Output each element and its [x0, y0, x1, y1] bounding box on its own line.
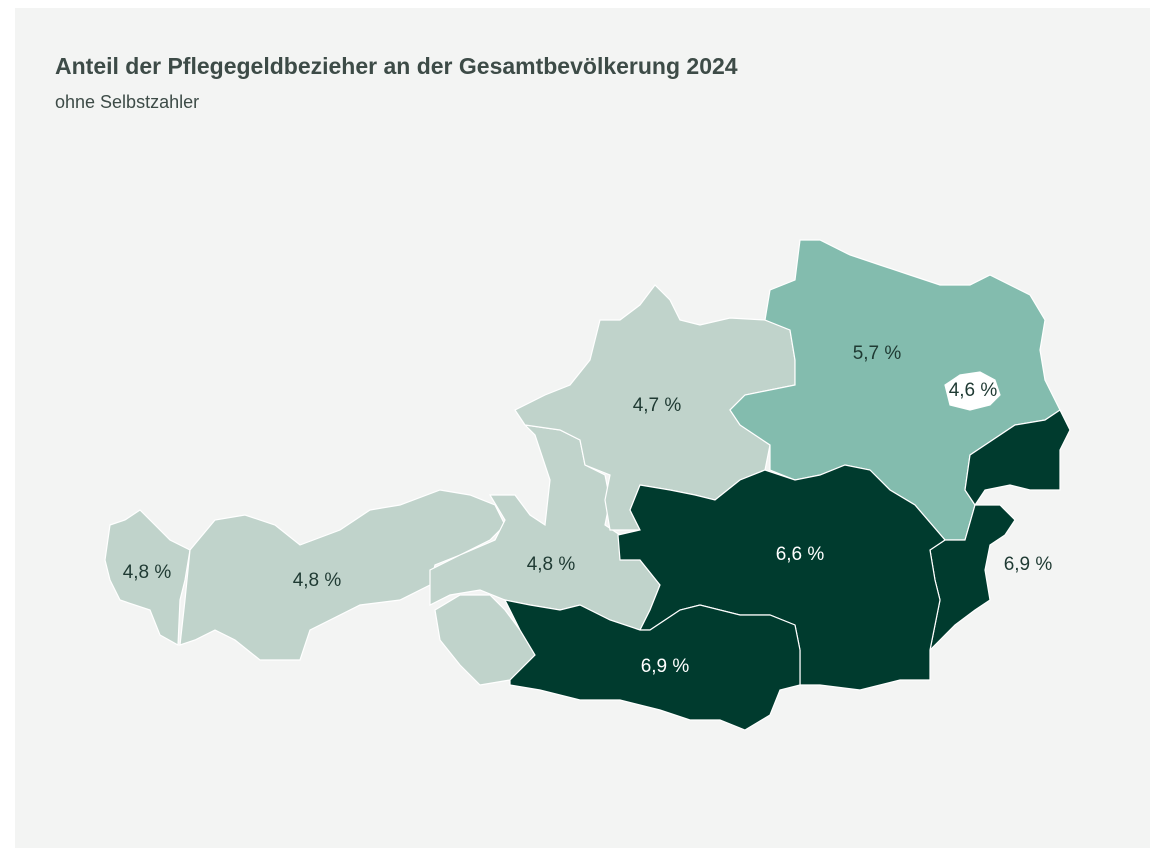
region [104, 509, 191, 646]
region [929, 409, 1071, 652]
labels: 4,8 % 4,8 % 4,8 % 4,7 % 5,7 % 4,6 % 6,9 % 6,6 %… [123, 343, 1053, 677]
regions [104, 239, 1071, 731]
region-label: 6,9 % [641, 656, 690, 677]
region-label: 4,8 % [123, 562, 172, 583]
region [179, 489, 506, 661]
region [617, 464, 946, 691]
region [944, 371, 1001, 411]
region-label: 6,6 % [776, 544, 825, 565]
region-label: 4,8 % [293, 570, 342, 591]
region [503, 599, 801, 731]
map-title: Anteil der Pflegegeldbezieher an der Ges… [55, 53, 738, 79]
map-subtitle: ohne Selbstzahler [55, 92, 199, 112]
region-label: 4,7 % [633, 395, 682, 416]
region-label: 6,9 % [1004, 554, 1053, 575]
region-label: 4,8 % [527, 554, 576, 575]
region-label: 5,7 % [853, 343, 902, 364]
region-label: 4,6 % [949, 380, 998, 401]
